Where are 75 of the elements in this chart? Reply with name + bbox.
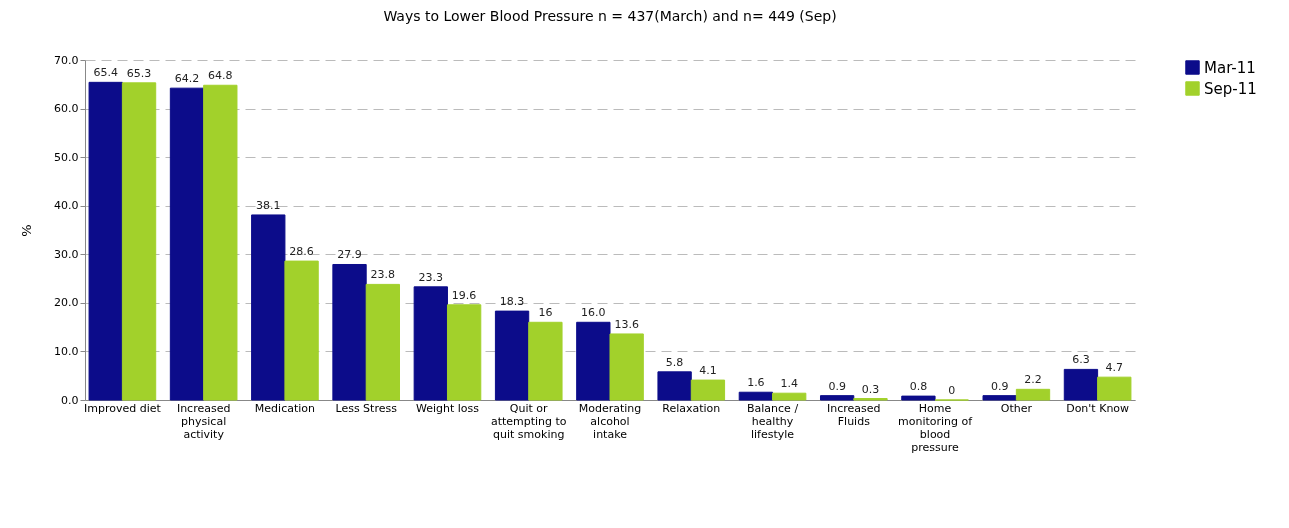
y-tick-label: 0.0 — [61, 393, 79, 407]
bar — [1015, 388, 1051, 401]
x-tick-label: Improved diet — [83, 401, 162, 415]
bar — [901, 395, 936, 401]
data-label: 27.9 — [337, 248, 362, 262]
y-axis-title: % — [19, 224, 35, 237]
bar — [819, 395, 855, 401]
data-label: 19.6 — [451, 288, 477, 302]
bar — [203, 84, 238, 401]
x-tick-label: Less Stress — [335, 401, 398, 415]
bar — [1097, 376, 1132, 401]
bar — [494, 310, 530, 401]
x-tick-label: Quit or attempting to quit smoking — [490, 401, 567, 441]
data-label: 4.1 — [699, 364, 717, 378]
y-tick-label: 40.0 — [54, 199, 79, 213]
bar — [413, 286, 448, 401]
x-tick-label: Weight loss — [415, 401, 480, 415]
data-label: 65.3 — [126, 66, 152, 80]
bar — [1063, 368, 1099, 401]
data-label: 0 — [948, 384, 956, 397]
x-tick-label: Home monitoring of blood pressure — [898, 401, 974, 454]
bar — [88, 81, 123, 401]
x-tick-label: Other — [1000, 401, 1033, 415]
data-label: 38.1 — [256, 198, 281, 212]
bar — [690, 379, 726, 401]
data-label: 0.8 — [909, 380, 928, 394]
bar — [528, 321, 563, 401]
chart-title: Ways to Lower Blood Pressure n = 437(March) and n= 449 (Sep) — [383, 8, 837, 24]
data-label: 16.0 — [581, 306, 606, 320]
data-label: 64.2 — [174, 72, 200, 86]
bar — [121, 82, 157, 401]
y-tick-label: 10.0 — [54, 344, 79, 358]
y-tick-label: 50.0 — [54, 150, 79, 164]
y-tick-label: 30.0 — [54, 247, 79, 261]
y-tick-label: 20.0 — [54, 296, 79, 310]
data-label: 0.9 — [990, 379, 1009, 393]
y-tick-label: 60.0 — [54, 102, 79, 116]
data-label: 5.8 — [665, 355, 684, 369]
x-tick-label: Medication — [254, 401, 316, 415]
x-tick-label: Don't Know — [1066, 401, 1130, 415]
data-label: 1.4 — [780, 377, 798, 391]
data-label: 18.3 — [499, 295, 525, 309]
data-label: 0.3 — [861, 382, 880, 396]
data-label: 28.6 — [289, 245, 314, 259]
x-tick-label: Moderating alcohol intake — [578, 401, 642, 441]
data-label: 23.8 — [370, 268, 396, 282]
legend-label: Mar-11 — [1204, 58, 1256, 77]
data-label: 0.9 — [828, 379, 846, 393]
x-tick-label: Relaxation — [662, 401, 721, 415]
y-tick-label: 70.0 — [54, 53, 79, 67]
bar — [169, 87, 205, 401]
data-label: 6.3 — [1072, 353, 1090, 367]
data-label: 2.2 — [1024, 373, 1042, 387]
data-label: 1.6 — [747, 376, 765, 390]
bar — [657, 371, 692, 401]
data-label: 23.3 — [418, 270, 444, 284]
bar — [772, 392, 807, 401]
x-tick-label: Increased physical activity — [176, 401, 231, 441]
bar — [365, 283, 401, 401]
data-label: 65.4 — [93, 66, 118, 80]
bar — [576, 321, 611, 401]
bar — [738, 391, 774, 401]
bar — [332, 263, 367, 401]
data-label: 64.8 — [208, 69, 233, 83]
bar — [609, 333, 644, 401]
bar — [982, 395, 1017, 401]
x-tick-label: Increased Fluids — [827, 401, 881, 428]
bar — [284, 260, 319, 401]
bar — [251, 214, 286, 401]
data-label: 16 — [538, 306, 553, 320]
bar — [446, 304, 482, 401]
x-tick-label: Balance / healthy lifestyle — [747, 401, 799, 441]
legend-label: Sep-11 — [1204, 79, 1257, 98]
data-label: 4.7 — [1105, 361, 1124, 375]
data-label: 13.6 — [614, 317, 639, 331]
